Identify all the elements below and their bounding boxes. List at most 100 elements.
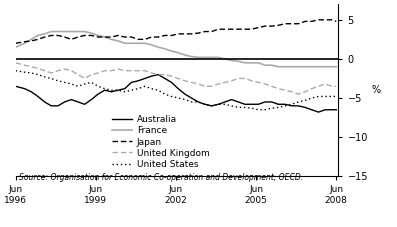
- Line: France: France: [15, 32, 336, 67]
- Australia: [102, 89, 107, 91]
- United States: [116, 89, 120, 91]
- United Kingdom: [263, 83, 268, 85]
- France: [89, 32, 94, 35]
- France: [309, 65, 314, 68]
- Australia: [243, 103, 247, 106]
- United Kingdom: [196, 83, 200, 85]
- Japan: [216, 28, 221, 31]
- Australia: [56, 104, 60, 107]
- Japan: [263, 25, 268, 27]
- United Kingdom: [223, 81, 227, 84]
- United States: [183, 98, 187, 101]
- France: [176, 51, 181, 54]
- United Kingdom: [89, 73, 94, 76]
- Australia: [323, 109, 328, 111]
- Japan: [82, 34, 87, 37]
- Australia: [316, 111, 321, 114]
- United Kingdom: [276, 87, 281, 90]
- France: [75, 30, 80, 33]
- United States: [49, 77, 54, 80]
- United Kingdom: [102, 69, 107, 72]
- France: [136, 42, 141, 45]
- United Kingdom: [249, 79, 254, 82]
- Australia: [116, 89, 120, 91]
- Australia: [176, 87, 181, 90]
- Japan: [289, 22, 294, 25]
- United Kingdom: [143, 69, 147, 72]
- Japan: [196, 32, 200, 35]
- France: [62, 30, 67, 33]
- United States: [176, 97, 181, 99]
- United States: [156, 89, 160, 91]
- France: [82, 30, 87, 33]
- United Kingdom: [36, 67, 40, 70]
- United States: [330, 95, 334, 98]
- United States: [196, 101, 200, 103]
- Australia: [109, 90, 114, 93]
- Japan: [149, 36, 154, 38]
- Australia: [289, 104, 294, 107]
- Australia: [209, 104, 214, 107]
- United States: [296, 101, 301, 103]
- United States: [143, 85, 147, 88]
- France: [29, 38, 34, 41]
- France: [296, 65, 301, 68]
- United Kingdom: [269, 85, 274, 88]
- United Kingdom: [49, 72, 54, 74]
- United States: [323, 95, 328, 98]
- United States: [316, 95, 321, 98]
- Australia: [263, 101, 268, 103]
- United Kingdom: [169, 75, 174, 77]
- United Kingdom: [13, 62, 18, 64]
- United Kingdom: [189, 81, 194, 84]
- France: [216, 56, 221, 59]
- France: [36, 34, 40, 37]
- United States: [29, 72, 34, 74]
- France: [156, 46, 160, 49]
- Australia: [216, 103, 221, 106]
- France: [323, 65, 328, 68]
- France: [22, 42, 27, 45]
- Japan: [202, 30, 207, 33]
- United Kingdom: [303, 90, 308, 93]
- United States: [102, 87, 107, 90]
- Australia: [256, 103, 261, 106]
- Australia: [122, 87, 127, 90]
- Australia: [309, 109, 314, 111]
- Japan: [276, 24, 281, 27]
- Japan: [22, 40, 27, 43]
- United Kingdom: [69, 69, 74, 72]
- United Kingdom: [323, 83, 328, 85]
- United States: [162, 93, 167, 96]
- Japan: [236, 28, 241, 31]
- United States: [289, 103, 294, 106]
- United States: [22, 71, 27, 74]
- Japan: [183, 32, 187, 35]
- France: [209, 56, 214, 59]
- Japan: [283, 22, 287, 25]
- United Kingdom: [116, 68, 120, 70]
- United States: [82, 83, 87, 85]
- France: [149, 44, 154, 46]
- France: [49, 30, 54, 33]
- United Kingdom: [209, 85, 214, 88]
- Japan: [29, 39, 34, 42]
- Australia: [149, 75, 154, 77]
- United States: [303, 99, 308, 102]
- Australia: [334, 109, 339, 111]
- Japan: [89, 34, 94, 37]
- Japan: [316, 18, 321, 21]
- Australia: [136, 79, 141, 82]
- Australia: [169, 81, 174, 84]
- United States: [256, 109, 261, 111]
- Japan: [249, 28, 254, 31]
- United States: [334, 95, 339, 98]
- France: [189, 55, 194, 58]
- United States: [96, 85, 100, 88]
- Australia: [62, 101, 67, 103]
- Text: Source: Organisation for Economic Co-operation and Development, OECD.: Source: Organisation for Economic Co-ope…: [19, 173, 303, 182]
- United States: [122, 90, 127, 93]
- Line: United States: United States: [15, 71, 336, 110]
- France: [249, 62, 254, 64]
- Japan: [309, 20, 314, 23]
